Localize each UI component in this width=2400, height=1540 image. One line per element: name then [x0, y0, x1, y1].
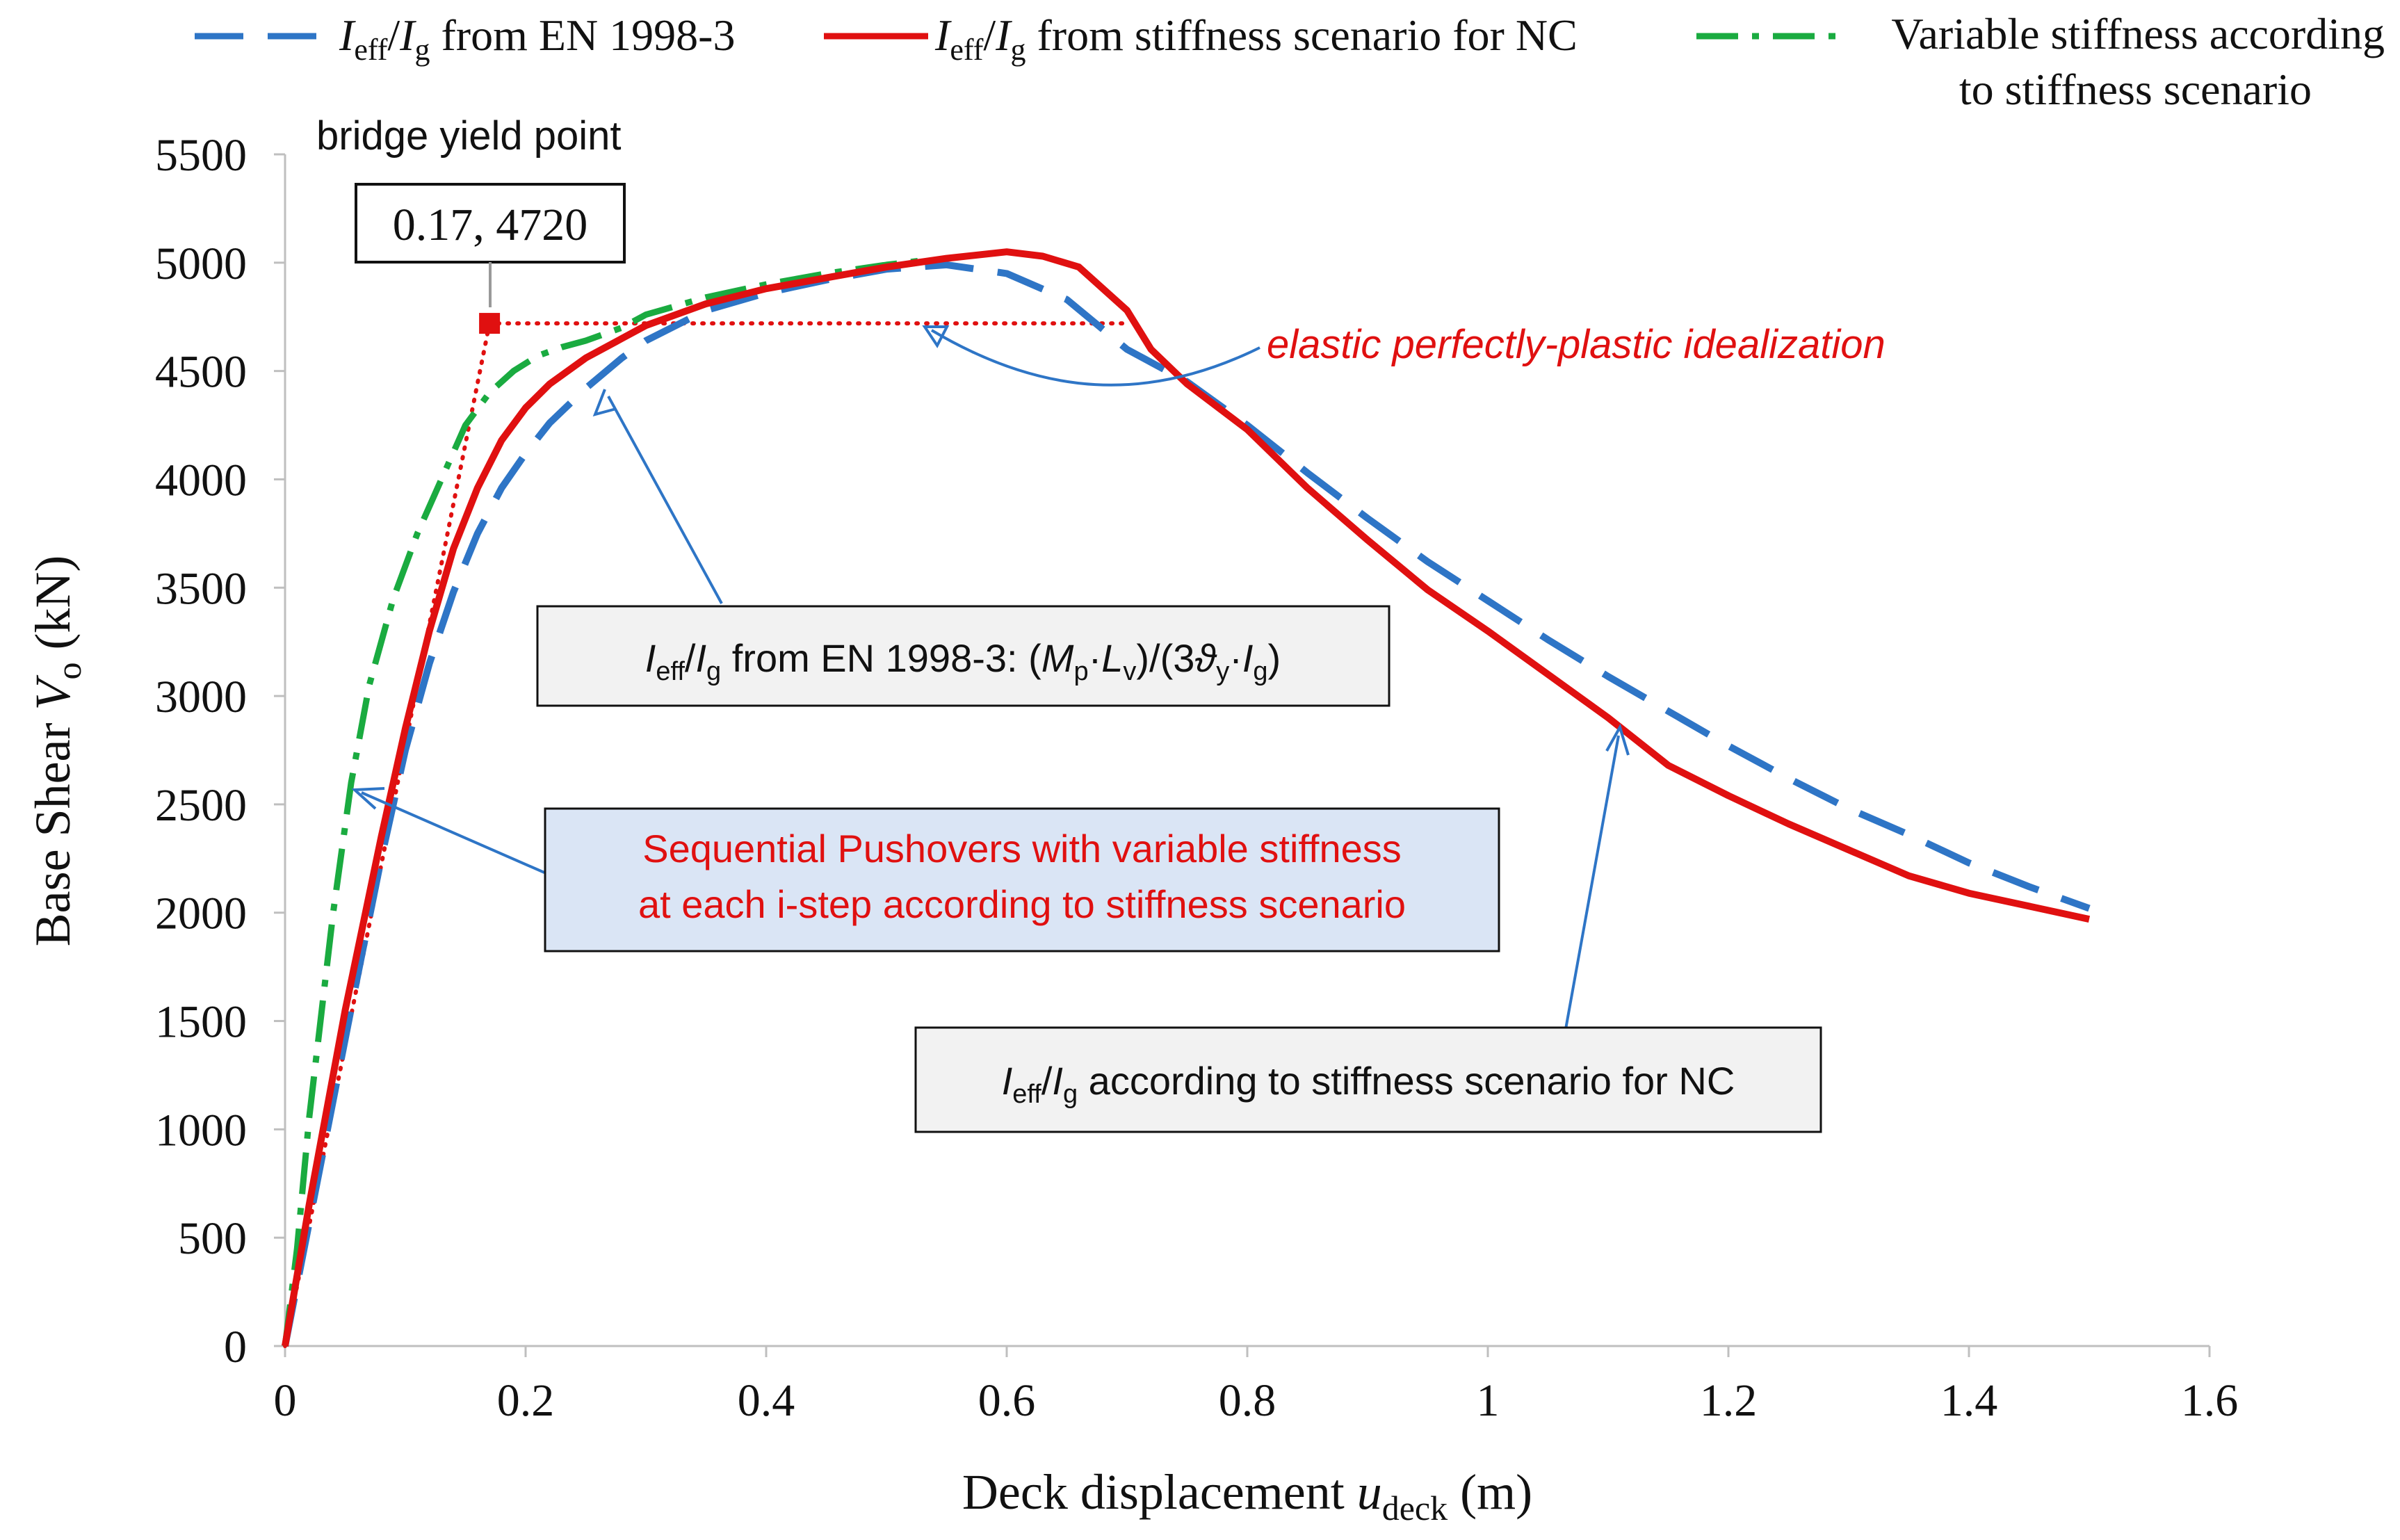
y-tick-label: 1500 [155, 997, 247, 1048]
annotation-seq-box-rect [544, 807, 1500, 953]
annotation-en-box: Ieff/Ig from EN 1998-3: (Mp·Lv)/(3ϑy·Ig) [536, 389, 1390, 707]
annotation-seq-line1: Sequential Pushovers with variable stiff… [642, 827, 1402, 870]
annotation-seq-line2: at each i-step according to stiffness sc… [638, 882, 1406, 926]
legend-label-en1998: Ieff/Ig from EN 1998-3 [339, 10, 735, 67]
x-tick-label: 0 [274, 1375, 297, 1426]
annotation-epp-text: elastic perfectly-plastic idealization [1267, 322, 1886, 367]
x-tick-label: 1.4 [1940, 1375, 1998, 1426]
y-tick-label: 3500 [155, 563, 247, 614]
annotation-seq-arrow [361, 791, 545, 874]
legend: Ieff/Ig from EN 1998-3 Ieff/Ig from stif… [195, 9, 2385, 114]
x-axis-title: Deck displacement udeck (m) [962, 1464, 1532, 1527]
x-tick-label: 0.6 [978, 1375, 1036, 1426]
annotation-nc-box: Ieff/Ig according to stiffness scenario … [914, 723, 1822, 1133]
y-ticks: 0 500 1000 1500 2000 2500 3000 3500 4000 4500 5000… [155, 130, 285, 1372]
y-tick-label: 4500 [155, 347, 247, 398]
y-tick-label: 500 [178, 1213, 247, 1264]
y-tick-label: 0 [224, 1322, 247, 1372]
annotation-epp-arrowhead [922, 325, 950, 348]
x-tick-label: 0.4 [738, 1375, 795, 1426]
y-tick-label: 4000 [155, 455, 247, 505]
annotation-en-box-text: Ieff/Ig from EN 1998-3: (Mp·Lv)/(3ϑy·Ig) [645, 636, 1281, 686]
x-tick-label: 1.2 [1700, 1375, 1758, 1426]
x-tick-label: 1 [1477, 1375, 1500, 1426]
yield-point-label: 0.17, 4720 [393, 200, 588, 250]
y-tick-label: 1000 [155, 1105, 247, 1156]
annotation-nc-arrowhead [1605, 723, 1630, 756]
annotation-nc-arrow [1564, 735, 1620, 1030]
legend-label-variable-line2: to stiffness scenario [1959, 65, 2312, 114]
series-variable-stiffness [282, 257, 923, 1347]
axes: 0 0.2 0.4 0.6 0.8 1 1.2 1.4 1.6 0 500 1000 1500 2000… [155, 130, 2238, 1426]
yield-point-group: bridge yield point 0.17, 4720 [316, 113, 626, 334]
annotation-epp: elastic perfectly-plastic idealization [922, 322, 1886, 387]
y-tick-label: 2500 [155, 780, 247, 831]
annotation-en-box-rect [536, 605, 1390, 707]
y-tick-label: 5500 [155, 130, 247, 181]
annotation-nc-box-text: Ieff/Ig according to stiffness scenario … [1002, 1059, 1735, 1109]
yield-point-title: bridge yield point [316, 113, 622, 159]
x-tick-label: 0.8 [1219, 1375, 1276, 1426]
annotation-nc-box-rect [914, 1026, 1822, 1133]
y-tick-label: 3000 [155, 672, 247, 722]
y-tick-label: 5000 [155, 238, 247, 289]
legend-label-nc: Ieff/Ig from stiffness scenario for NC [934, 10, 1578, 67]
annotation-en-arrow [607, 396, 723, 604]
legend-label-variable-line1: Variable stiffness according [1891, 9, 2385, 58]
y-tick-label: 2000 [155, 889, 247, 939]
series-nc [282, 248, 2091, 1347]
yield-point-marker [479, 313, 501, 334]
annotation-epp-arrow [930, 329, 1260, 387]
x-tick-label: 1.6 [2181, 1375, 2239, 1426]
x-ticks: 0 0.2 0.4 0.6 0.8 1 1.2 1.4 1.6 [274, 1346, 2239, 1426]
annotation-seq-arrowhead [351, 787, 385, 810]
annotation-seq-box: Sequential Pushovers with variable stiff… [351, 787, 1500, 953]
annotation-en-arrowhead [592, 389, 617, 416]
x-tick-label: 0.2 [497, 1375, 555, 1426]
y-axis-title: Base Shear Vo (kN) [25, 556, 88, 947]
